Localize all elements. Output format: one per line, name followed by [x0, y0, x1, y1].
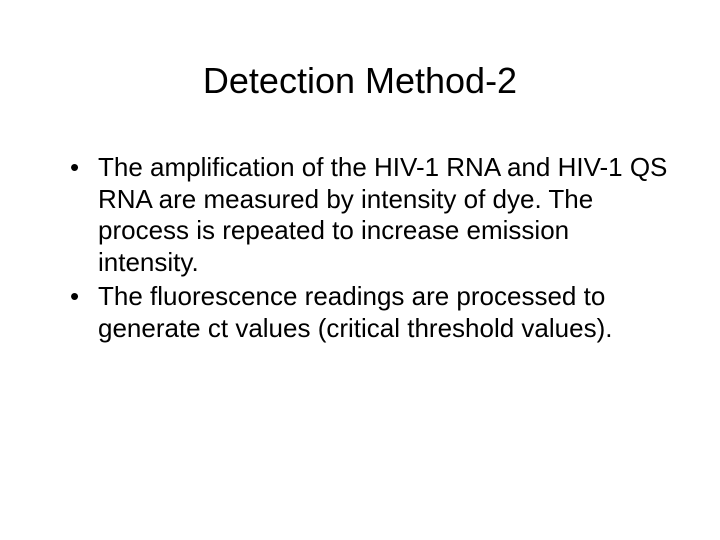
list-item: The amplification of the HIV-1 RNA and H…	[70, 152, 670, 279]
list-item: The fluorescence readings are processed …	[70, 281, 670, 344]
bullet-text: The fluorescence readings are processed …	[98, 281, 612, 343]
bullet-text: The amplification of the HIV-1 RNA and H…	[98, 152, 667, 277]
slide-title: Detection Method-2	[50, 60, 670, 102]
slide-container: Detection Method-2 The amplification of …	[0, 0, 720, 540]
bullet-list: The amplification of the HIV-1 RNA and H…	[50, 152, 670, 346]
